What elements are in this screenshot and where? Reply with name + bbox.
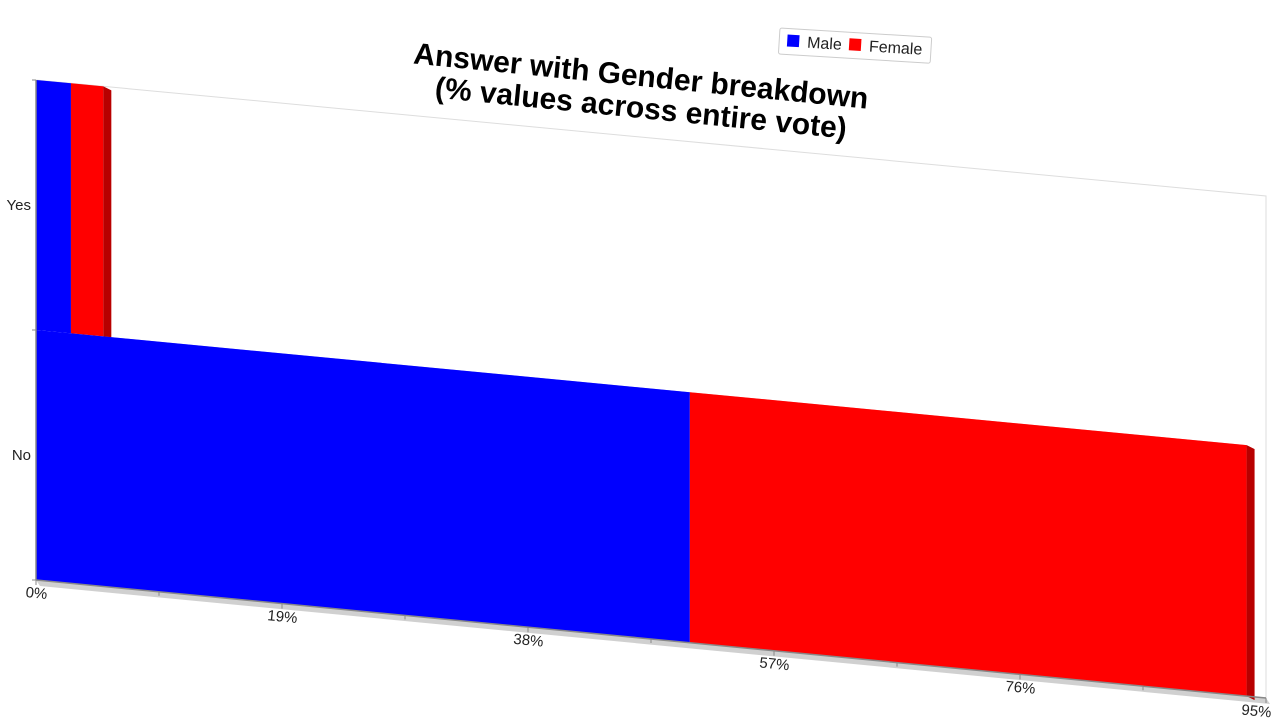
x-tick-label: 57% (759, 654, 791, 674)
y-tick-label: Yes (7, 197, 31, 214)
x-tick-label: 38% (513, 631, 545, 651)
x-tick-label: 95% (1241, 702, 1273, 720)
x-tick-label: 76% (1005, 678, 1037, 698)
legend-swatch-male (786, 34, 800, 48)
bar-yes-male (36, 80, 71, 334)
legend-label-female: Female (868, 38, 922, 58)
bar-no-male (36, 330, 690, 643)
bars (36, 80, 1255, 701)
x-tick-label: 19% (267, 607, 299, 627)
axes: Yes No 0% 19% 38% 57% 76% 95% (7, 79, 1273, 720)
bar-yes-female-side (103, 86, 112, 341)
plot-floor (36, 580, 1270, 704)
x-tick-label: 0% (25, 584, 48, 603)
y-tick-label: No (12, 447, 31, 464)
legend-swatch-female (848, 38, 862, 51)
bar-no-female-side (1246, 445, 1255, 701)
bar-no-female (689, 392, 1247, 697)
legend-label-male: Male (807, 35, 843, 54)
legend: Male Female (778, 27, 933, 64)
bar-yes-female (70, 83, 104, 337)
